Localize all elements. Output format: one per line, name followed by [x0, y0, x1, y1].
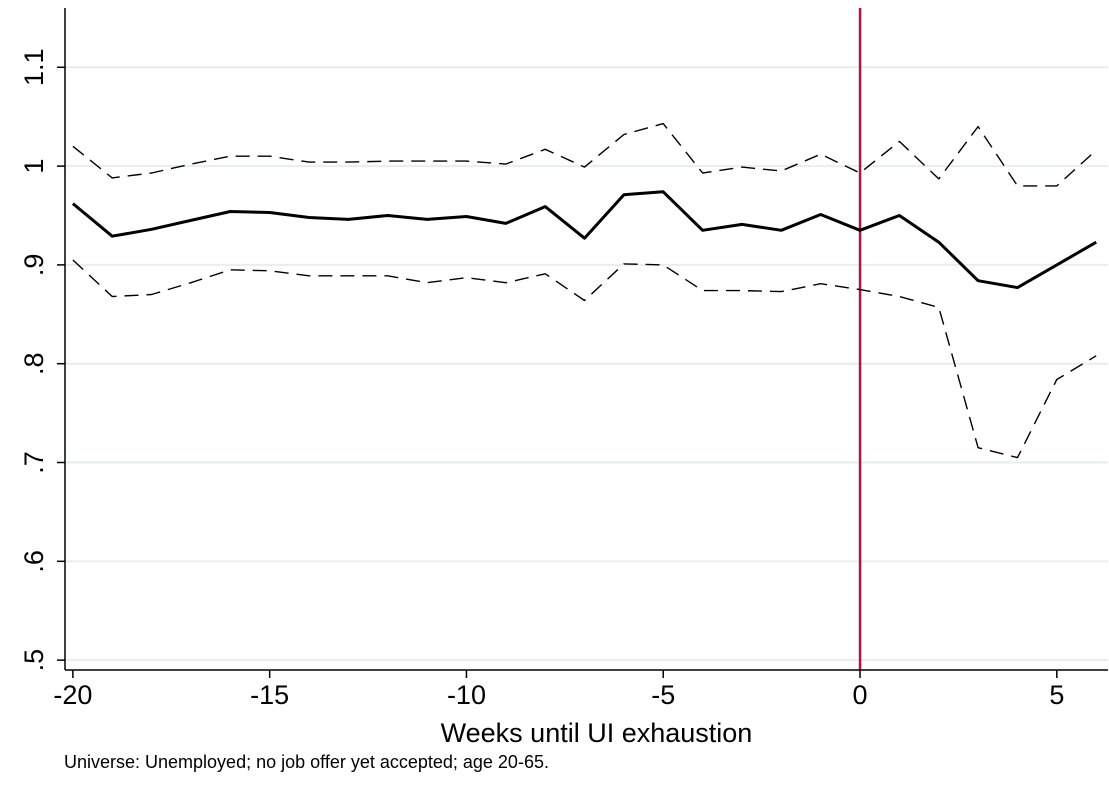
y-tick-label: .7: [19, 451, 49, 474]
x-tick-label: 5: [1049, 680, 1064, 710]
x-tick-label: -20: [53, 680, 92, 710]
y-tick-label: 1.1: [19, 49, 49, 87]
series-layer: [71, 122, 1097, 459]
chart-note: Universe: Unemployed; no job offer yet a…: [64, 752, 549, 772]
x-axis-ticks: -20 -15 -10 -5 0 5: [53, 670, 1064, 710]
gridlines: [65, 66, 1108, 662]
y-tick-label: 1: [19, 159, 49, 174]
series-upper-ci: [72, 122, 1097, 187]
y-axis-ticks: .5 .6 .7 .8 .9 1 1.1: [19, 49, 65, 672]
y-tick-label: .8: [19, 352, 49, 375]
series-lower-ci: [72, 259, 1097, 459]
x-tick-label: -10: [447, 680, 486, 710]
axes: [64, 8, 1108, 671]
y-tick-label: .9: [19, 254, 49, 277]
x-tick-label: 0: [853, 680, 868, 710]
y-tick-label: .5: [19, 649, 49, 672]
y-tick-label: .6: [19, 550, 49, 573]
series-estimate: [71, 190, 1097, 290]
x-axis-label: Weeks until UI exhaustion: [441, 718, 753, 748]
x-tick-label: -5: [651, 680, 675, 710]
x-tick-label: -15: [250, 680, 289, 710]
